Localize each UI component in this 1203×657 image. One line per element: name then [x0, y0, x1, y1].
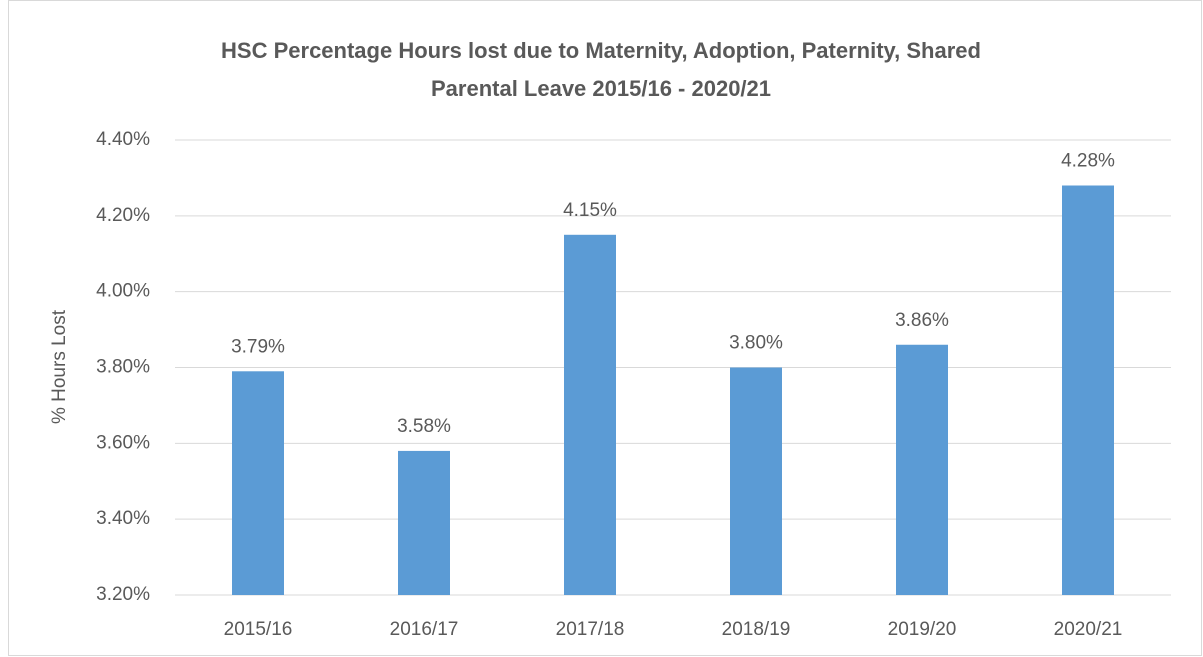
data-label: 4.28% [1061, 151, 1115, 172]
x-tick-label: 2020/21 [1054, 619, 1123, 640]
x-tick-label: 2017/18 [556, 619, 625, 640]
data-label: 3.79% [231, 336, 285, 357]
bar [730, 367, 782, 595]
data-label: 3.80% [729, 333, 783, 354]
bar [232, 371, 284, 595]
y-tick-label: 3.60% [96, 432, 150, 453]
bar [1062, 185, 1114, 595]
y-tick-label: 3.40% [96, 508, 150, 529]
y-tick-label: 4.00% [96, 281, 150, 302]
y-tick-label: 3.20% [96, 584, 150, 605]
x-tick-label: 2019/20 [888, 619, 957, 640]
y-tick-label: 3.80% [96, 357, 150, 378]
y-tick-label: 4.40% [96, 129, 150, 150]
y-tick-label: 4.20% [96, 205, 150, 226]
chart-title: HSC Percentage Hours lost due to Materni… [221, 38, 981, 101]
data-label: 3.58% [397, 416, 451, 437]
x-tick-label: 2018/19 [722, 619, 791, 640]
x-tick-label: 2015/16 [224, 619, 293, 640]
y-axis-label: % Hours Lost [49, 309, 70, 424]
chart-frame [8, 0, 1202, 656]
data-label: 3.86% [895, 310, 949, 331]
x-tick-label: 2016/17 [390, 619, 459, 640]
bar [564, 234, 616, 595]
bar [398, 450, 450, 595]
data-label: 4.15% [563, 200, 617, 221]
bar [896, 344, 948, 595]
